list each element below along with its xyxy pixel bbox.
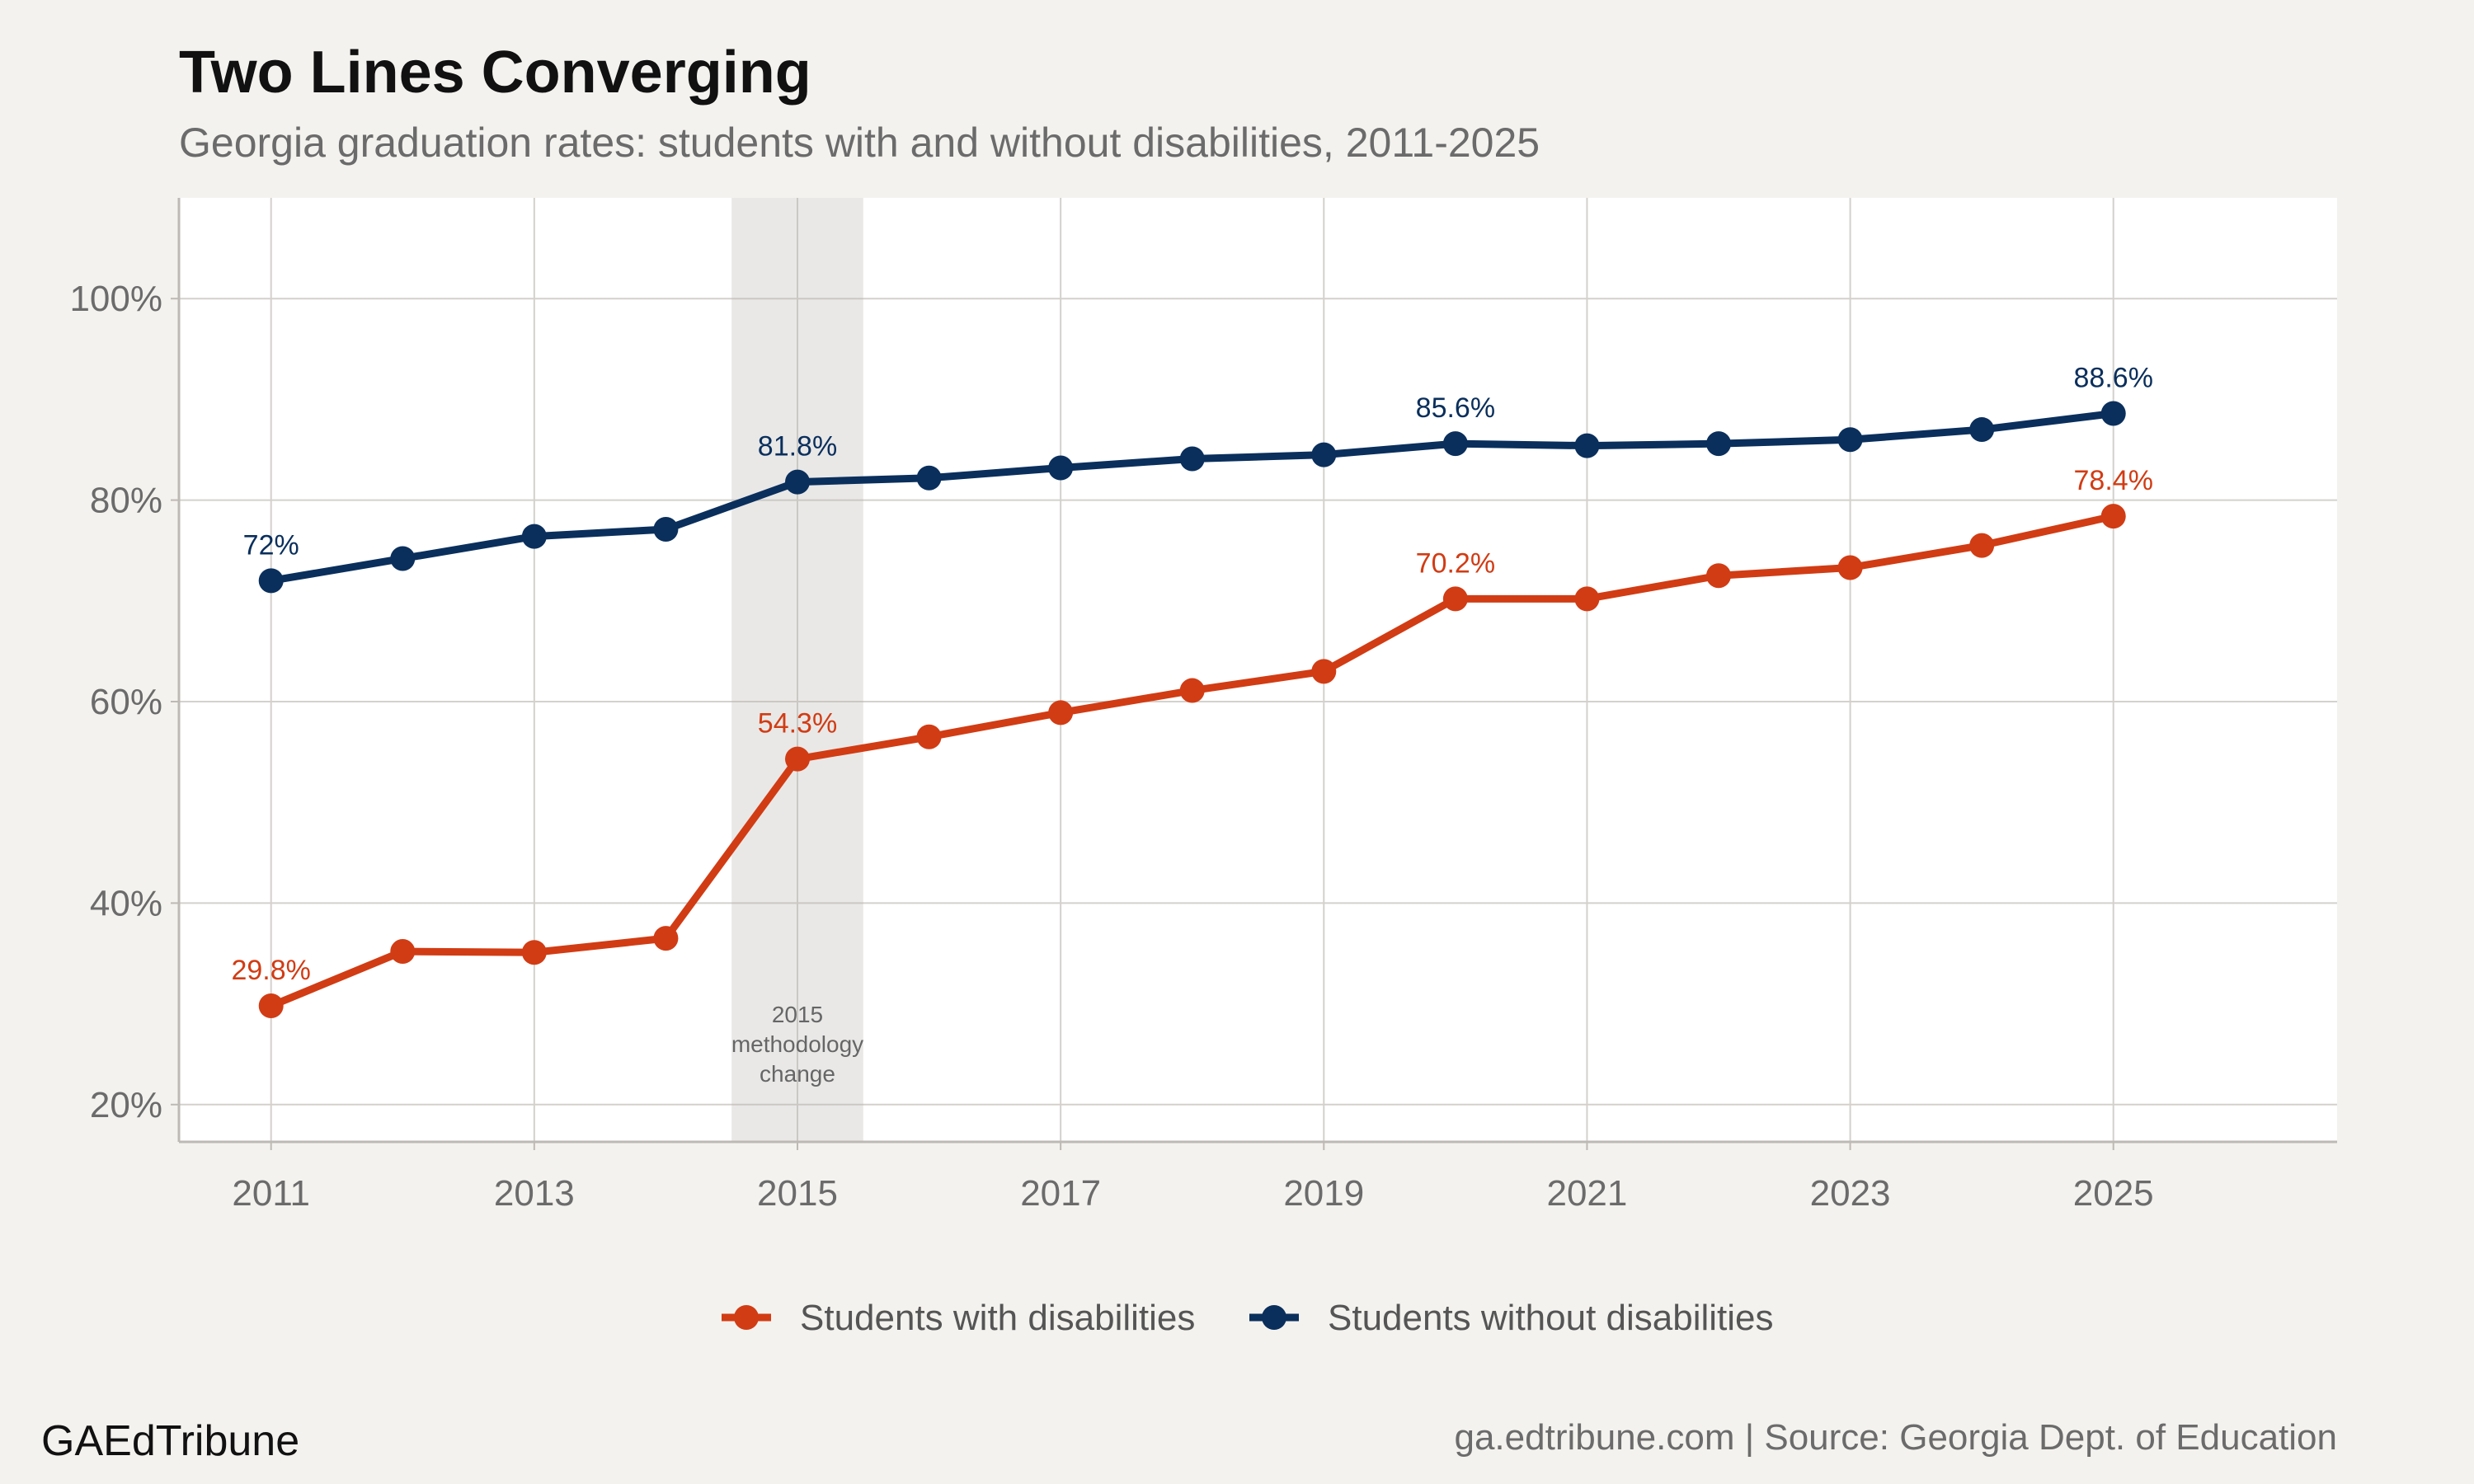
data-point bbox=[2100, 401, 2126, 426]
data-point bbox=[390, 939, 416, 965]
data-point bbox=[521, 940, 547, 965]
data-label: 85.6% bbox=[1416, 392, 1495, 424]
methodology-band: 2015 methodology change bbox=[731, 198, 863, 1142]
data-point bbox=[1706, 431, 1732, 457]
grid-lines bbox=[179, 198, 2337, 1142]
legend-swatch-dot bbox=[734, 1305, 759, 1330]
data-point bbox=[653, 926, 679, 951]
x-tick-label: 2021 bbox=[1546, 1173, 1627, 1214]
data-label: 29.8% bbox=[231, 955, 310, 986]
data-point bbox=[521, 524, 547, 549]
y-tick-label: 60% bbox=[90, 682, 162, 722]
data-labels: 29.8% 54.3% 70.2% 78.4% 72% 81.8% 85.6% 88.6% bbox=[231, 363, 2152, 987]
data-point bbox=[2100, 504, 2126, 529]
methodology-band-rect bbox=[731, 198, 863, 1142]
data-point bbox=[1574, 433, 1600, 458]
plot-area bbox=[179, 198, 2337, 1142]
data-point bbox=[1048, 455, 1074, 481]
legend: Students with disabilities Students witho… bbox=[722, 1298, 1774, 1338]
data-point bbox=[1311, 442, 1337, 467]
chart-subtitle: Georgia graduation rates: students with … bbox=[179, 120, 1540, 166]
x-tick-label: 2019 bbox=[1283, 1173, 1364, 1214]
data-point bbox=[1179, 678, 1205, 703]
chart-title: Two Lines Converging bbox=[179, 40, 811, 106]
data-point bbox=[1969, 533, 1995, 558]
data-label: 88.6% bbox=[2074, 363, 2153, 394]
data-label: 81.8% bbox=[758, 431, 837, 463]
x-tick-label: 2017 bbox=[1020, 1173, 1101, 1214]
legend-swatch-dot bbox=[1262, 1305, 1286, 1330]
x-tick-label: 2025 bbox=[2073, 1173, 2154, 1214]
data-point bbox=[258, 993, 284, 1019]
legend-label: Students without disabilities bbox=[1328, 1298, 1774, 1338]
data-point bbox=[653, 517, 679, 542]
methodology-band-label: methodology bbox=[731, 1031, 863, 1057]
data-label: 54.3% bbox=[758, 708, 837, 740]
data-point bbox=[390, 546, 416, 571]
methodology-band-label: change bbox=[760, 1061, 835, 1087]
data-point bbox=[258, 568, 284, 594]
y-tick-label: 40% bbox=[90, 883, 162, 923]
data-point bbox=[1311, 659, 1337, 684]
x-tick-label: 2011 bbox=[232, 1173, 310, 1214]
data-point bbox=[784, 746, 810, 772]
data-point bbox=[784, 469, 810, 495]
y-tick-label: 20% bbox=[90, 1085, 162, 1125]
series-lines bbox=[258, 401, 2126, 1019]
data-point bbox=[1442, 431, 1468, 457]
footer-brand: GAEdTribune bbox=[41, 1417, 299, 1465]
data-point bbox=[1048, 700, 1074, 726]
x-tick-label: 2013 bbox=[494, 1173, 575, 1214]
x-tick-label: 2023 bbox=[1810, 1173, 1891, 1214]
data-label: 70.2% bbox=[1416, 547, 1495, 579]
y-tick-label: 80% bbox=[90, 481, 162, 521]
data-point bbox=[1837, 555, 1863, 580]
data-label: 72% bbox=[243, 529, 299, 561]
footer-source: ga.edtribune.com | Source: Georgia Dept.… bbox=[1454, 1417, 2337, 1458]
data-point bbox=[1574, 586, 1600, 612]
data-point bbox=[916, 724, 942, 749]
x-tick-label: 2015 bbox=[757, 1173, 838, 1214]
methodology-band-label: 2015 bbox=[772, 1002, 823, 1027]
data-point bbox=[1442, 586, 1468, 612]
axes: 20% 40% 60% 80% 100% 2011 2013 2015 2017 2019 2021… bbox=[69, 198, 2337, 1214]
data-label: 78.4% bbox=[2074, 465, 2153, 496]
legend-label: Students with disabilities bbox=[800, 1298, 1195, 1338]
data-point bbox=[1706, 563, 1732, 589]
data-point bbox=[1969, 417, 1995, 443]
data-point bbox=[916, 465, 942, 491]
y-tick-label: 100% bbox=[69, 279, 162, 319]
data-point bbox=[1179, 446, 1205, 472]
data-point bbox=[1837, 427, 1863, 453]
